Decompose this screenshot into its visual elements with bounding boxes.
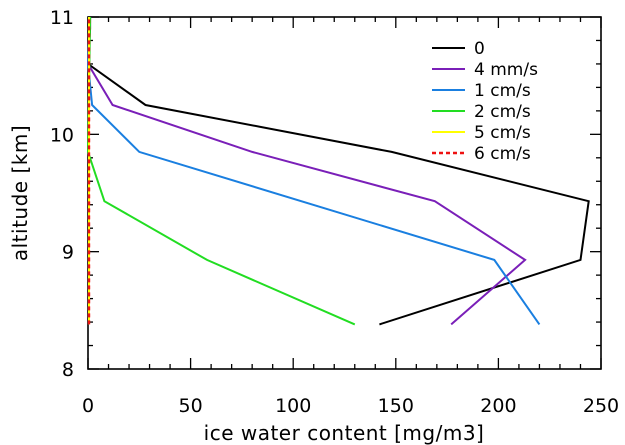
legend-label: 2 cm/s (474, 102, 531, 122)
x-axis-title: ice water content [mg/m3] (204, 421, 485, 445)
x-tick-label: 0 (82, 395, 94, 417)
y-tick-labels: 8 9 10 11 (50, 7, 74, 381)
legend-label: 1 cm/s (474, 81, 531, 101)
y-tick-label: 10 (50, 124, 74, 146)
x-tick-label: 200 (480, 395, 516, 417)
y-axis-title: altitude [km] (8, 125, 32, 261)
series-line-4-mm-s (86, 16, 527, 326)
x-tick-labels: 0 50 100 150 200 250 (82, 395, 619, 417)
series-line-2-cm-s (86, 16, 356, 326)
legend-label: 6 cm/s (474, 144, 531, 164)
series-layer (86, 16, 590, 326)
x-tick-label: 150 (378, 395, 414, 417)
legend: 04 mm/s1 cm/s2 cm/s5 cm/s6 cm/s (432, 39, 538, 164)
x-tick-label: 250 (583, 395, 619, 417)
series-line-1-cm-s (86, 16, 541, 325)
legend-label: 4 mm/s (474, 60, 538, 80)
x-tick-label: 50 (179, 395, 203, 417)
legend-label: 0 (474, 39, 485, 59)
y-tick-label: 9 (62, 242, 74, 264)
y-tick-label: 11 (50, 7, 74, 29)
legend-label: 5 cm/s (474, 123, 531, 143)
y-tick-label: 8 (62, 359, 74, 381)
x-tick-label: 100 (275, 395, 311, 417)
